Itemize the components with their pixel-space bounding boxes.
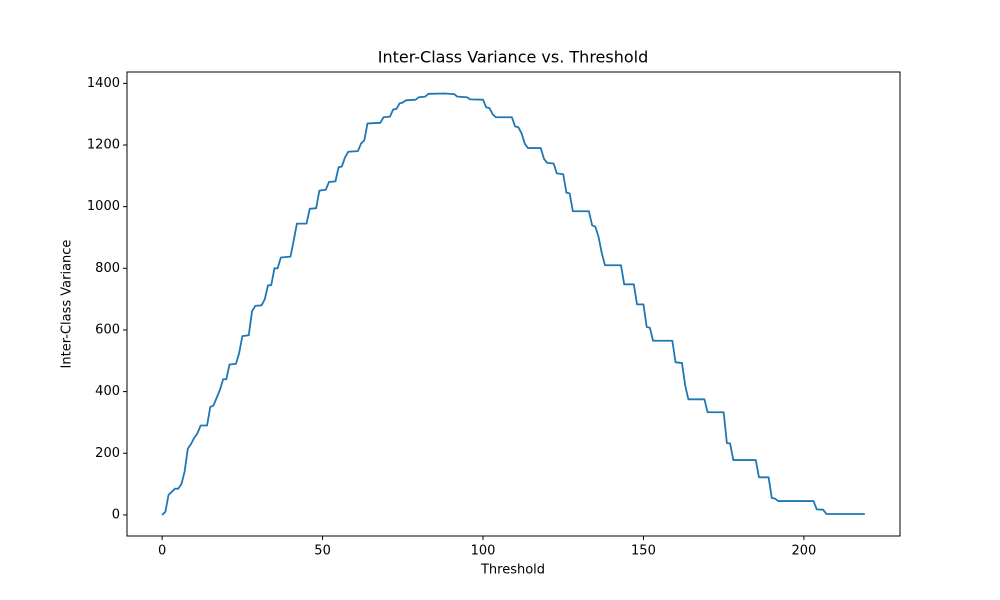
y-tick-label: 1400 [87, 76, 120, 91]
x-axis-label: Threshold [480, 563, 545, 578]
chart-title: Inter-Class Variance vs. Threshold [378, 48, 649, 67]
y-tick-label: 800 [95, 261, 120, 276]
plot-frame [126, 71, 901, 537]
data-line [161, 92, 865, 516]
y-tick-label: 200 [95, 446, 120, 461]
y-tick-label: 0 [112, 507, 120, 522]
y-axis-label: Inter-Class Variance [60, 240, 75, 369]
y-tick-label: 1000 [87, 199, 120, 214]
x-tick-label: 50 [314, 544, 331, 559]
x-tick-label: 0 [158, 544, 166, 559]
y-tick-label: 400 [95, 384, 120, 399]
x-tick-label: 200 [791, 544, 816, 559]
y-tick-label: 1200 [87, 137, 120, 152]
x-tick-label: 100 [471, 544, 496, 559]
x-tick-label: 150 [631, 544, 656, 559]
y-tick-label: 600 [95, 322, 120, 337]
